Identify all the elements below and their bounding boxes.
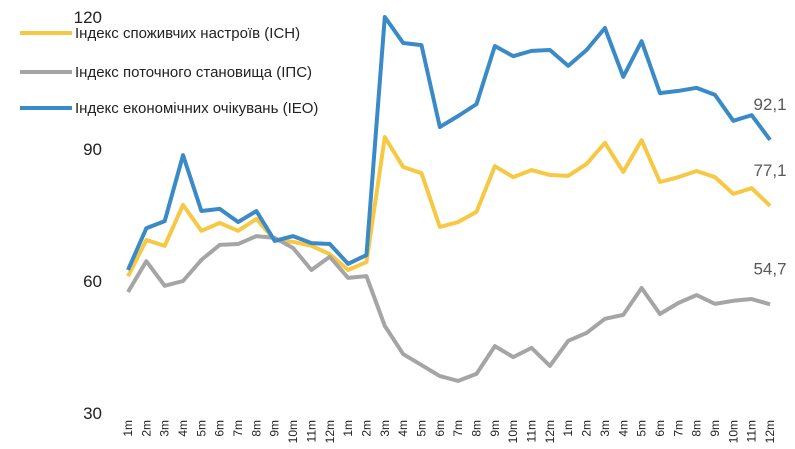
y-tick-label: 90 [83,140,102,159]
y-tick-label: 120 [74,8,102,27]
x-tick-label: 3m [158,420,172,437]
x-tick-label: 9m [268,420,282,437]
x-tick-label: 9m [488,420,502,437]
x-tick-label: 2m [580,420,594,437]
x-tick-label: 6m [433,420,447,437]
x-tick-label: 1m [341,420,355,437]
x-tick-label: 6m [213,420,227,437]
data-label: 92,1 [753,95,786,114]
x-tick-label: 11m [304,420,318,442]
x-tick-label: 12m [543,420,557,443]
x-tick-label: 8m [249,420,263,437]
x-tick-label: 10m [506,420,520,443]
y-tick-label: 30 [83,404,102,423]
data-label: 54,7 [753,259,786,278]
x-tick-label: 2m [359,420,373,437]
x-tick-label: 7m [451,420,465,437]
x-tick-label: 10m [286,420,300,443]
x-tick-label: 1m [121,420,135,437]
x-tick-label: 12m [763,420,777,443]
legend-label: Індекс економічних очікувань (ІЕО) [75,100,318,117]
x-tick-label: 7m [671,420,685,437]
x-tick-label: 3m [598,420,612,437]
x-tick-label: 4m [396,420,410,437]
x-tick-label: 5m [194,420,208,437]
x-tick-label: 8m [470,420,484,437]
series-line [126,234,771,383]
x-tick-label: 2m [139,420,153,437]
x-tick-label: 4m [176,420,190,437]
x-tick-label: 9m [708,420,722,437]
x-tick-label: 12m [323,420,337,443]
x-tick-label: 6m [653,420,667,437]
y-tick-label: 60 [83,272,102,291]
data-label: 77,1 [753,161,786,180]
x-tick-label: 11m [525,420,539,442]
series-line [126,135,772,278]
x-tick-label: 5m [414,420,428,437]
legend-label: Індекс поточного становища (ІПС) [75,64,312,81]
series-line [126,15,772,271]
x-tick-label: 4m [616,420,630,437]
x-tick-label: 7m [231,420,245,437]
x-tick-label: 10m [726,420,740,443]
x-tick-label: 8m [690,420,704,437]
x-tick-label: 11m [745,420,759,442]
legend-label: Індекс споживчих настроїв (ІСН) [75,25,300,42]
x-tick-label: 3m [378,420,392,437]
x-tick-label: 5m [635,420,649,437]
x-tick-label: 1m [561,420,575,437]
